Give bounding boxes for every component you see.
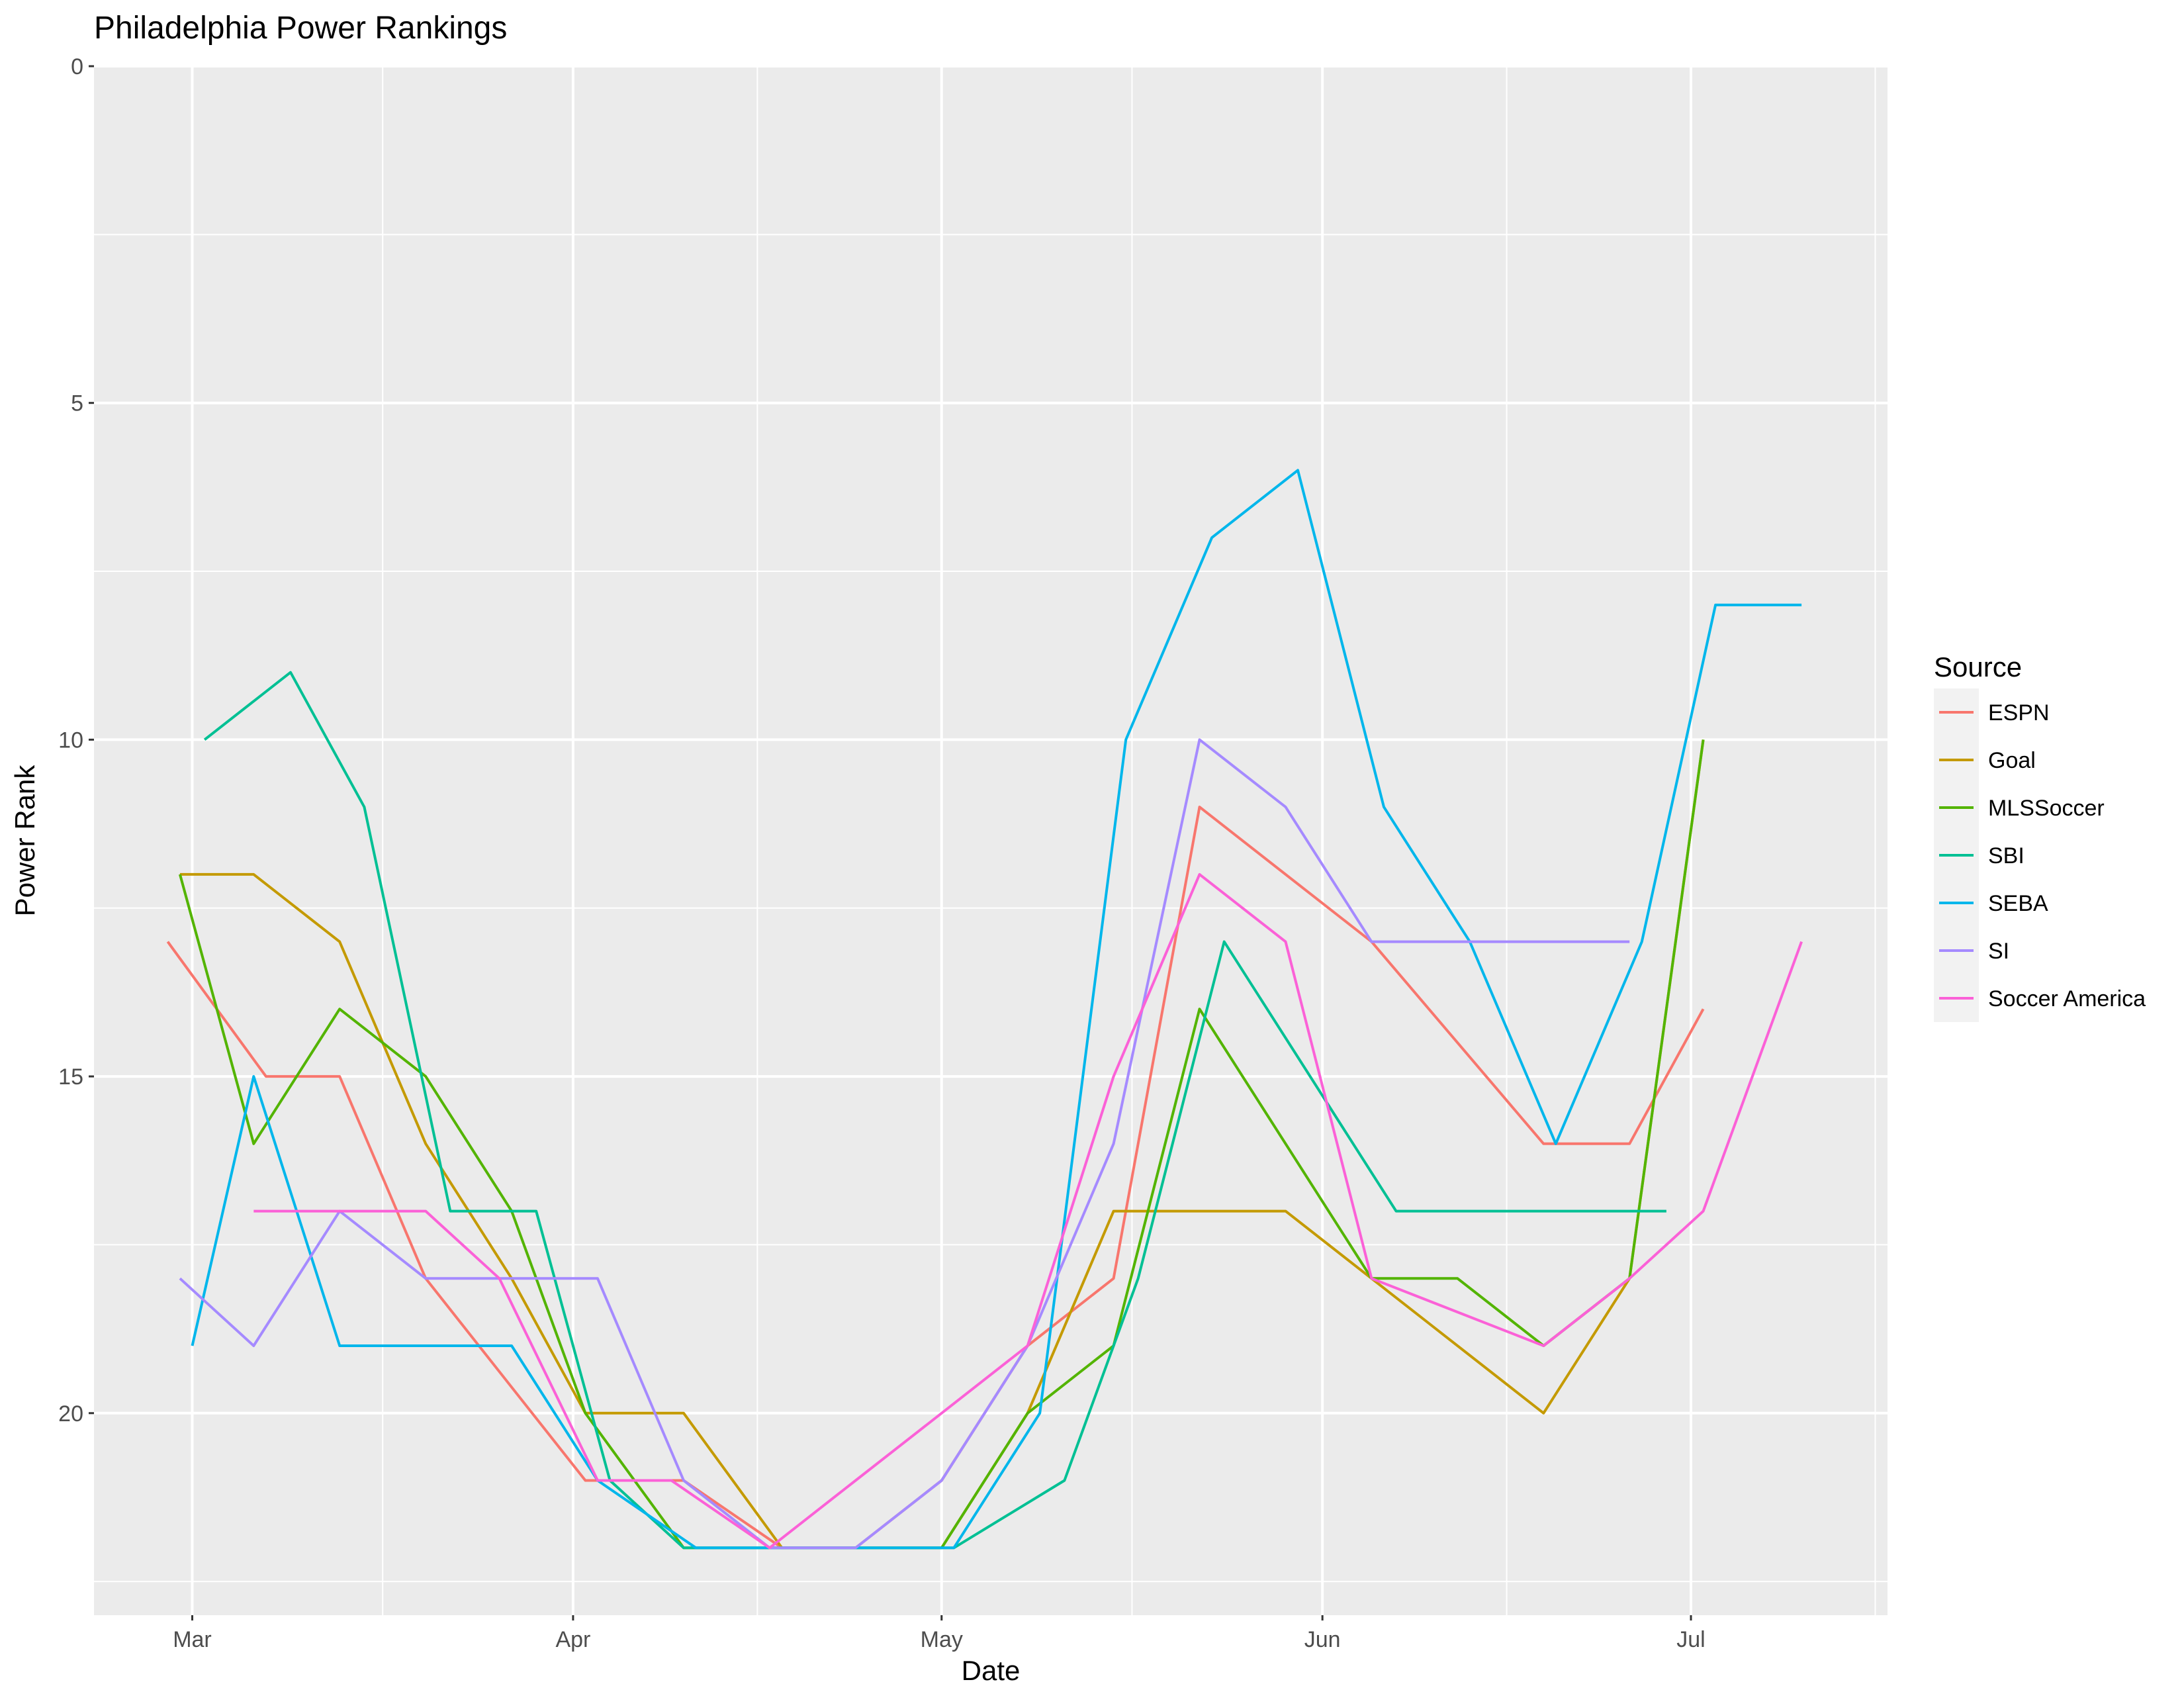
x-tick-label: Jun	[1304, 1627, 1341, 1652]
x-axis-title: Date	[962, 1655, 1021, 1686]
minor-gridlines	[94, 66, 1888, 1615]
y-axis-title: Power Rank	[9, 765, 40, 917]
legend-item-seba: SEBA	[1934, 879, 2048, 927]
x-tick-label: Mar	[173, 1627, 212, 1652]
x-tick-label: Jul	[1676, 1627, 1705, 1652]
y-tick-label: 15	[58, 1064, 83, 1090]
legend: Source ESPN Goal MLSSoccer SBI SEBA SI Soccer …	[1934, 651, 2146, 1022]
legend-label: SI	[1988, 939, 2009, 964]
chart-title: Philadelphia Power Rankings	[94, 11, 507, 46]
y-tick-label: 10	[58, 727, 83, 753]
y-tick-label: 5	[71, 391, 83, 416]
major-gridlines	[94, 65, 1888, 1615]
legend-item-soccer-america: Soccer America	[1934, 974, 2146, 1022]
series-line-si	[179, 738, 1630, 1550]
legend-label: Goal	[1988, 748, 2036, 773]
series-line-seba	[191, 469, 1802, 1550]
legend-label: ESPN	[1988, 700, 2050, 726]
legend-item-mlssoccer: MLSSoccer	[1934, 784, 2105, 831]
legend-label: Soccer America	[1988, 986, 2146, 1011]
x-tick-label: Apr	[555, 1627, 590, 1652]
y-tick-label: 20	[58, 1401, 83, 1427]
x-axis: Mar Apr May Jun Jul	[173, 1615, 1706, 1652]
series-lines	[166, 469, 1803, 1550]
plot-panel	[94, 66, 1888, 1615]
legend-item-espn: ESPN	[1934, 688, 2050, 736]
legend-label: SBI	[1988, 843, 2025, 868]
x-tick-label: May	[921, 1627, 963, 1652]
legend-label: SEBA	[1988, 891, 2048, 916]
series-line-soccer-america	[253, 872, 1803, 1550]
legend-item-sbi: SBI	[1934, 831, 2025, 879]
legend-item-si: SI	[1934, 927, 2009, 974]
legend-title: Source	[1934, 651, 2022, 682]
y-axis: 0 5 10 15 20	[58, 54, 94, 1427]
legend-label: MLSSoccer	[1988, 796, 2105, 821]
legend-item-goal: Goal	[1934, 736, 2036, 784]
y-tick-label: 0	[71, 54, 83, 79]
